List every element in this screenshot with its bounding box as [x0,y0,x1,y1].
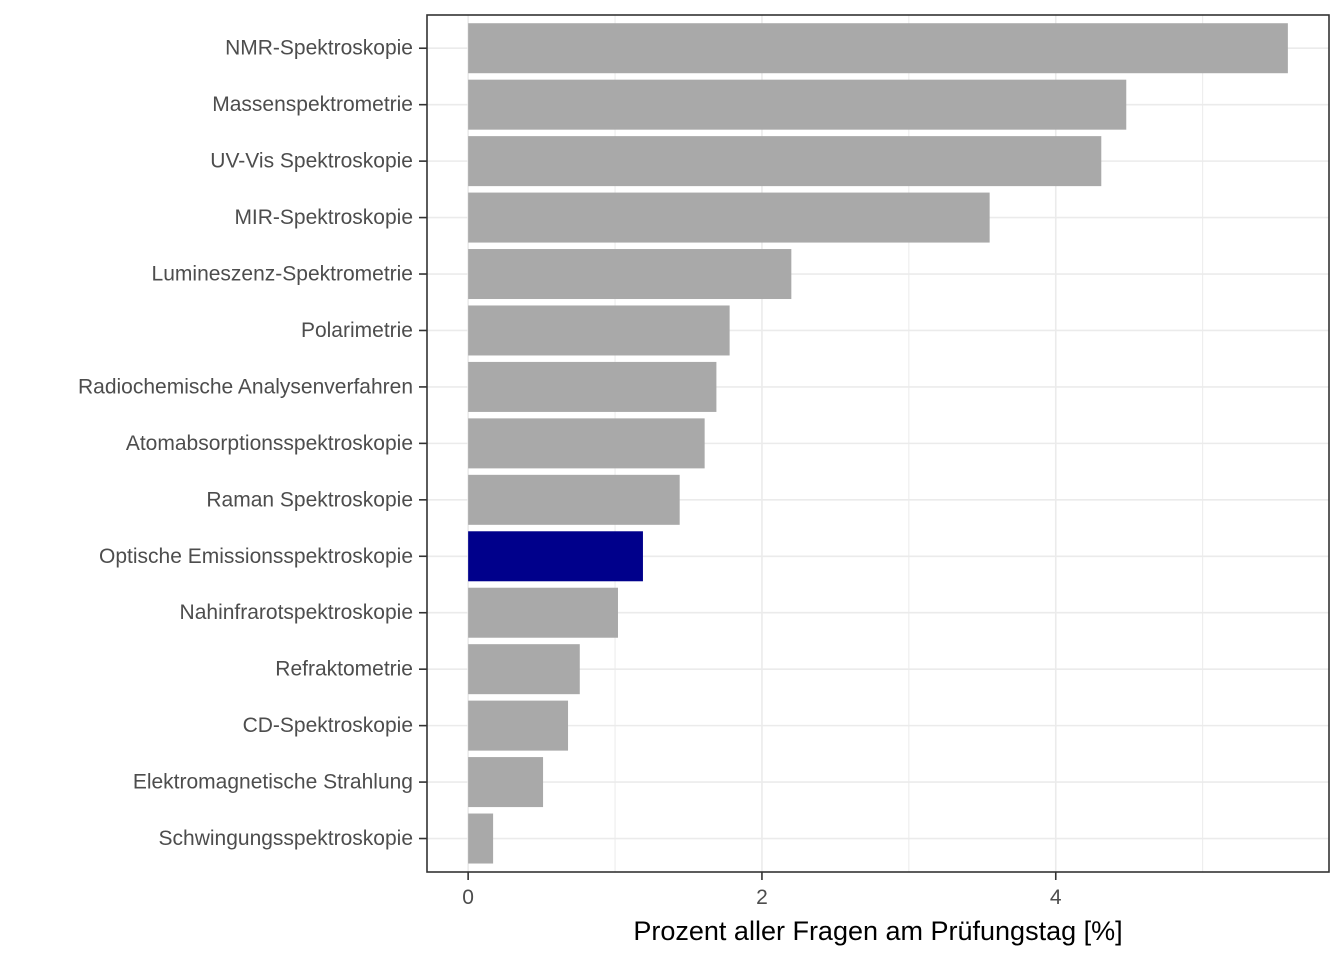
x-axis-title: Prozent aller Fragen am Prüfungstag [%] [633,916,1122,946]
y-axis-category-label: Schwingungsspektroskopie [159,827,413,850]
bar [468,305,730,356]
bar [468,587,618,638]
bar [468,644,580,695]
y-axis-category-label: MIR-Spektroskopie [234,206,413,229]
y-axis: NMR-Spektroskopie Massenspektrometrie UV-V… [78,37,427,850]
x-axis-tick-label: 0 [462,886,474,909]
bar [468,418,705,469]
y-axis-category-label: Lumineszenz-Spektrometrie [152,263,413,286]
bar [468,136,1102,187]
bar [468,249,792,300]
y-axis-category-label: Raman Spektroskopie [206,488,413,511]
x-axis-tick-label: 4 [1050,886,1062,909]
bar [468,700,569,751]
y-axis-category-label: UV-Vis Spektroskopie [210,150,413,173]
bar [468,361,717,412]
bar [468,757,544,808]
bar-highlighted [468,531,643,582]
bar [468,474,680,525]
bar [468,813,494,864]
bars [468,23,1288,864]
y-axis-category-label: Refraktometrie [275,658,413,681]
y-axis-category-label: Optische Emissionsspektroskopie [99,545,413,568]
x-axis-tick-label: 2 [756,886,768,909]
y-axis-category-label: Radiochemische Analysenverfahren [78,375,413,398]
y-axis-category-label: Elektromagnetische Strahlung [133,771,413,794]
y-axis-category-label: Nahinfrarotspektroskopie [180,601,413,624]
y-axis-category-label: Polarimetrie [301,319,413,342]
y-axis-category-label: NMR-Spektroskopie [225,37,413,60]
bar [468,23,1288,74]
bar [468,192,990,243]
y-axis-category-label: Atomabsorptionsspektroskopie [126,432,413,455]
y-axis-category-label: Massenspektrometrie [212,93,413,116]
x-axis: 0 2 4 [462,872,1062,909]
bar [468,79,1127,130]
y-axis-category-label: CD-Spektroskopie [243,714,413,737]
